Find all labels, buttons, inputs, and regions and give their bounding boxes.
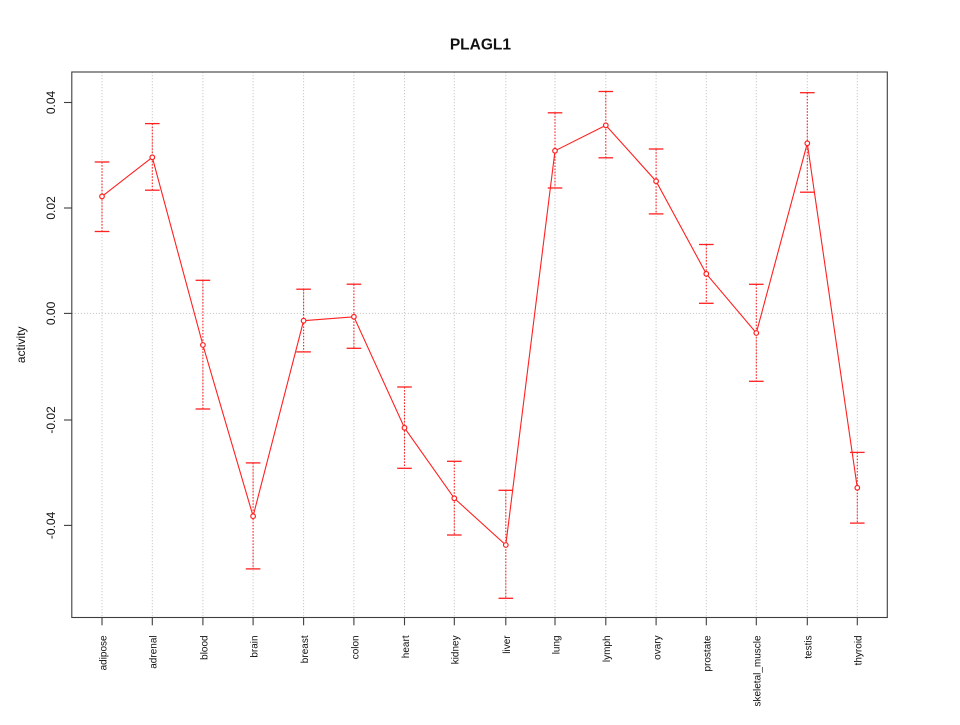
svg-text:lung: lung bbox=[551, 635, 562, 654]
svg-text:skeletal_muscle: skeletal_muscle bbox=[753, 635, 764, 707]
svg-text:breast: breast bbox=[300, 635, 311, 663]
svg-text:activity: activity bbox=[14, 326, 28, 363]
svg-text:thyroid: thyroid bbox=[854, 635, 865, 665]
svg-text:-0.02: -0.02 bbox=[44, 406, 58, 434]
svg-text:prostate: prostate bbox=[703, 635, 714, 672]
svg-text:brain: brain bbox=[250, 635, 261, 657]
svg-text:adrenal: adrenal bbox=[149, 635, 160, 668]
svg-text:0.00: 0.00 bbox=[44, 301, 58, 325]
svg-text:0.02: 0.02 bbox=[44, 196, 58, 220]
svg-text:lymph: lymph bbox=[602, 635, 613, 662]
svg-text:PLAGL1: PLAGL1 bbox=[450, 36, 512, 53]
svg-text:blood: blood bbox=[199, 635, 210, 659]
svg-text:0.04: 0.04 bbox=[44, 90, 58, 114]
svg-text:liver: liver bbox=[502, 635, 513, 654]
svg-text:ovary: ovary bbox=[653, 635, 664, 659]
svg-text:heart: heart bbox=[401, 635, 412, 658]
svg-text:kidney: kidney bbox=[451, 635, 462, 664]
svg-text:-0.04: -0.04 bbox=[44, 511, 58, 539]
svg-text:adipose: adipose bbox=[98, 635, 109, 670]
svg-text:colon: colon bbox=[350, 635, 361, 659]
svg-text:testis: testis bbox=[804, 635, 815, 658]
